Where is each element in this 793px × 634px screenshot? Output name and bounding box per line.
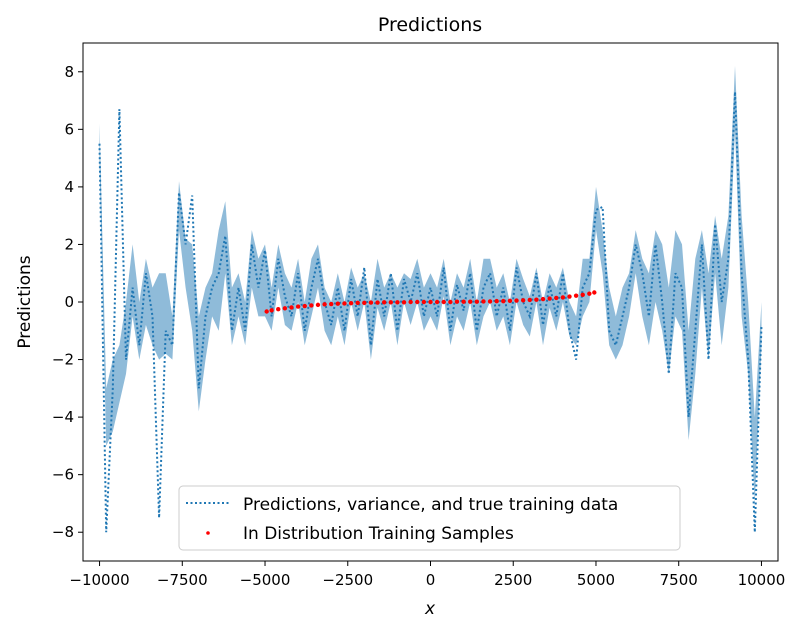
y-tick-label: 2 xyxy=(64,235,74,253)
sample-point xyxy=(322,302,327,307)
x-tick-label: −7500 xyxy=(157,571,208,589)
x-axis-label: x xyxy=(424,599,436,619)
x-tick-label: −2500 xyxy=(322,571,373,589)
sample-point xyxy=(264,309,269,314)
sample-point xyxy=(335,301,341,306)
variance-band xyxy=(99,66,762,504)
sample-point xyxy=(540,296,546,302)
sample-point xyxy=(560,295,566,300)
sample-point xyxy=(381,300,387,305)
prediction-line xyxy=(98,91,763,533)
legend-point-swatch xyxy=(206,531,210,535)
x-tick-label: 10000 xyxy=(738,571,786,589)
sample-point xyxy=(401,300,407,305)
legend: Predictions, variance, and true training… xyxy=(178,485,681,551)
x-tick-label: 5000 xyxy=(577,571,615,589)
sample-point xyxy=(441,299,446,305)
x-tick-label: 2500 xyxy=(494,571,532,589)
y-tick-label: 4 xyxy=(64,178,74,196)
sample-point xyxy=(468,299,473,304)
plot-area xyxy=(98,66,763,533)
sample-point xyxy=(554,295,559,301)
sample-point xyxy=(395,300,400,305)
y-tick-label: 8 xyxy=(64,63,74,81)
x-tick-label: 7500 xyxy=(660,571,698,589)
sample-point xyxy=(587,291,592,296)
sample-point xyxy=(580,292,585,298)
y-tick-label: 6 xyxy=(64,120,74,138)
sample-point xyxy=(527,297,532,303)
sample-point xyxy=(408,299,413,305)
sample-point xyxy=(276,306,281,312)
x-axis: −10000 −7500 −5000 −2500 0 2500 5000 7500 10000 xyxy=(69,561,785,589)
sample-point xyxy=(461,299,466,304)
sample-point xyxy=(547,296,552,301)
sample-point xyxy=(421,299,427,305)
sample-point xyxy=(448,299,453,305)
sample-point xyxy=(454,299,460,304)
sample-point xyxy=(269,308,274,313)
sample-point xyxy=(315,302,321,308)
sample-point xyxy=(573,293,579,298)
sample-point xyxy=(302,303,307,309)
sample-point xyxy=(534,297,539,302)
sample-point xyxy=(487,299,493,304)
sample-point xyxy=(355,300,360,306)
y-axis-label: Predictions xyxy=(15,255,35,348)
chart-title: Predictions xyxy=(378,14,482,36)
sample-point xyxy=(368,300,374,305)
sample-point xyxy=(501,298,506,304)
sample-point xyxy=(428,299,433,305)
y-axis: −8 −6 −4 −2 0 2 4 6 8 xyxy=(52,63,83,541)
sample-point xyxy=(474,299,480,304)
sample-point xyxy=(295,304,301,309)
sample-point xyxy=(507,298,513,304)
sample-point xyxy=(415,299,420,305)
sample-point xyxy=(362,300,367,306)
y-tick-label: −4 xyxy=(52,408,74,426)
sample-point xyxy=(329,301,334,307)
sample-point xyxy=(342,301,347,306)
sample-point xyxy=(592,290,597,295)
legend-label-samples: In Distribution Training Samples xyxy=(243,524,514,544)
training-samples xyxy=(264,290,597,314)
sample-point xyxy=(375,300,380,305)
sample-point xyxy=(481,299,486,304)
sample-point xyxy=(434,299,440,305)
legend-box xyxy=(178,485,681,551)
y-tick-label: −8 xyxy=(52,523,74,541)
sample-point xyxy=(309,303,314,308)
y-tick-label: −2 xyxy=(52,351,74,369)
legend-label-predictions: Predictions, variance, and true training… xyxy=(243,495,618,515)
x-tick-label: 0 xyxy=(426,571,436,589)
sample-point xyxy=(567,294,572,299)
sample-point xyxy=(348,300,354,306)
x-tick-label: −5000 xyxy=(240,571,291,589)
sample-point xyxy=(282,306,288,311)
x-tick-label: −10000 xyxy=(69,571,129,589)
sample-point xyxy=(289,305,294,310)
y-tick-label: −6 xyxy=(52,466,74,484)
sample-point xyxy=(388,300,393,305)
sample-point xyxy=(514,298,519,303)
sample-point xyxy=(520,298,526,303)
sample-point xyxy=(494,298,499,304)
y-tick-label: 0 xyxy=(64,293,74,311)
